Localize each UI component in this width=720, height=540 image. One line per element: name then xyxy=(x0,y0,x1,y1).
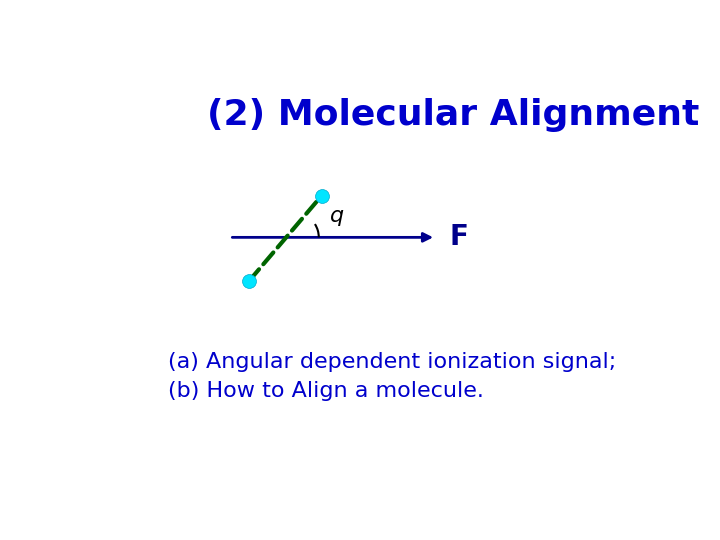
Text: (b) How to Align a molecule.: (b) How to Align a molecule. xyxy=(168,381,484,401)
Point xyxy=(316,192,328,200)
Text: (2) Molecular Alignment: (2) Molecular Alignment xyxy=(207,98,700,132)
Point xyxy=(243,276,255,285)
Text: (a) Angular dependent ionization signal;: (a) Angular dependent ionization signal; xyxy=(168,352,616,372)
Text: q: q xyxy=(330,206,344,226)
Text: F: F xyxy=(450,224,469,251)
